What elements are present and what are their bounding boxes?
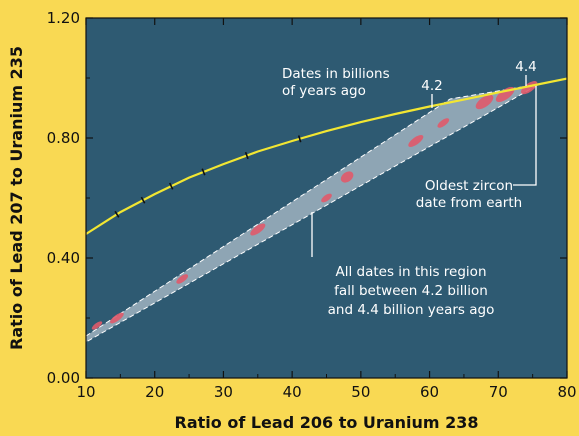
zircon-ellipse (250, 223, 266, 236)
zircon-ellipse (408, 135, 424, 147)
x-tick-label: 80 (557, 383, 576, 401)
annotation-all-dates-region: and 4.4 billion years ago (328, 302, 495, 318)
concordia-curve (85, 77, 568, 235)
x-tick-label: 30 (214, 383, 233, 401)
x-tick-label: 60 (420, 383, 439, 401)
x-tick-label: 40 (283, 383, 302, 401)
annotation-dates-in-billions: Dates in billions (282, 66, 390, 82)
annotation-oldest-zircon: Oldest zircon (425, 178, 513, 194)
zircon-ellipse (475, 94, 494, 110)
zircon-ellipse (340, 171, 354, 183)
y-tick-label: 0.40 (47, 249, 80, 267)
x-axis-title: Ratio of Lead 206 to Uranium 238 (175, 413, 479, 432)
zircon-ellipse (176, 274, 189, 284)
annotation-dates-in-billions: of years ago (282, 83, 366, 99)
concordia-age-tick (168, 182, 174, 190)
annotation-oldest-zircon: date from earth (416, 195, 522, 211)
zircon-ellipse (91, 321, 103, 330)
zircon-ellipse (110, 312, 124, 324)
x-tick-label: 10 (76, 383, 95, 401)
zircon-ellipse (321, 193, 332, 203)
axis-layer: 10 20 30 40 50 60 70 80 0.00 0.40 0.80 1.20 (47, 9, 577, 401)
leader-oldest-zircon (513, 86, 537, 186)
y-tick-label: 0.80 (47, 129, 80, 147)
annotation-age-4-4: 4.4 (515, 59, 536, 75)
y-tick-label: 0.00 (47, 369, 80, 387)
annotation-all-dates-region: All dates in this region (335, 264, 486, 280)
x-tick-label: 70 (489, 383, 508, 401)
zircon-ellipse (437, 118, 450, 128)
concordia-age-tick (140, 196, 146, 204)
annotation-age-4-2: 4.2 (421, 78, 442, 94)
concordia-age-tick (114, 210, 120, 218)
concordia-age-tick (244, 151, 249, 160)
y-axis-title: Ratio of Lead 207 to Uranium 235 (7, 46, 26, 350)
x-tick-label: 20 (145, 383, 164, 401)
y-tick-label: 1.20 (47, 9, 80, 27)
concordia-age-tick (297, 135, 302, 143)
concordia-curve-layer (85, 77, 568, 235)
concordia-age-tick (201, 168, 206, 176)
annotation-all-dates-region: fall between 4.2 billion (334, 283, 488, 299)
x-tick-label: 50 (351, 383, 370, 401)
